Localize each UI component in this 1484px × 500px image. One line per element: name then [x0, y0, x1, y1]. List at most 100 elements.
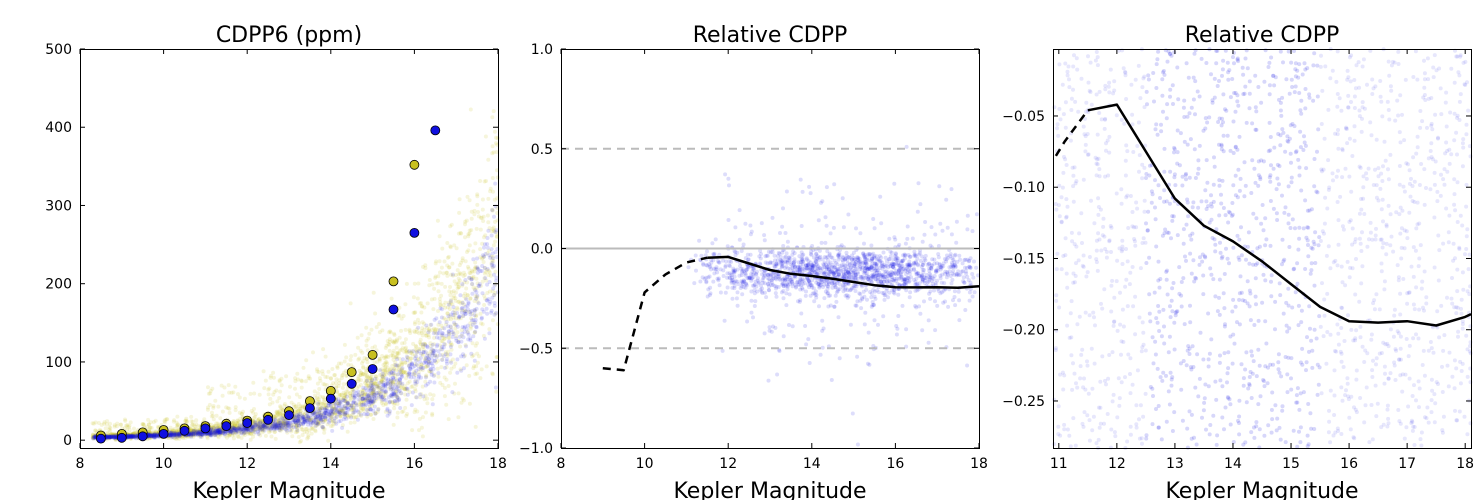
scatter-point: [466, 300, 471, 305]
scatter-point: [251, 420, 256, 425]
scatter-point: [107, 427, 112, 432]
scatter-point: [316, 370, 321, 375]
scatter-point: [106, 433, 111, 438]
scatter-point: [230, 423, 235, 428]
scatter-point: [263, 423, 268, 428]
scatter-point: [418, 359, 423, 364]
scatter-point: [403, 337, 408, 342]
scatter-point: [456, 280, 461, 285]
scatter-point: [411, 349, 416, 354]
scatter-point: [402, 340, 407, 345]
scatter-point: [227, 406, 232, 411]
scatter-point: [344, 399, 349, 404]
scatter-point: [441, 303, 446, 307]
scatter-point: [423, 350, 428, 355]
scatter-point: [485, 245, 490, 250]
scatter-point: [248, 431, 253, 436]
y-tick-label: 300: [45, 198, 72, 214]
scatter-point: [104, 437, 109, 442]
scatter-point: [261, 427, 266, 431]
scatter-point: [475, 202, 480, 207]
scatter-point: [298, 422, 303, 427]
scatter-point: [359, 371, 364, 376]
scatter-point: [494, 310, 499, 315]
scatter-point: [343, 413, 348, 418]
scatter-point: [153, 434, 158, 439]
scatter-point: [415, 296, 420, 301]
scatter-point: [854, 226, 858, 231]
scatter-point: [260, 425, 265, 430]
scatter-point: [171, 431, 176, 436]
scatter-point: [429, 347, 434, 351]
scatter-point: [91, 432, 96, 437]
scatter-point: [466, 234, 471, 239]
scatter-point: [206, 405, 210, 410]
scatter-point: [345, 429, 350, 434]
scatter-point: [229, 390, 234, 395]
scatter-point: [430, 351, 435, 356]
scatter-point: [449, 297, 454, 302]
scatter-point: [421, 353, 425, 358]
scatter-point: [474, 325, 479, 330]
scatter-point: [490, 227, 495, 231]
scatter-point: [337, 378, 342, 383]
scatter-point: [480, 291, 485, 296]
scatter-point: [693, 253, 698, 258]
scatter-point: [208, 388, 213, 393]
scatter-point: [278, 421, 283, 426]
scatter-point: [414, 358, 419, 363]
scatter-point: [363, 372, 368, 377]
scatter-point: [328, 414, 333, 419]
scatter-point: [315, 369, 320, 374]
scatter-point: [214, 413, 219, 418]
scatter-point: [127, 432, 132, 437]
scatter-point: [309, 418, 314, 423]
scatter-point: [463, 222, 467, 227]
scatter-point: [300, 433, 305, 437]
scatter-point: [318, 406, 323, 411]
scatter-point: [467, 231, 472, 236]
scatter-point: [360, 361, 364, 366]
scatter-point: [369, 327, 374, 332]
scatter-point: [872, 318, 877, 323]
scatter-point: [319, 413, 324, 418]
scatter-point: [469, 209, 474, 214]
scatter-point: [410, 428, 415, 433]
scatter-point: [380, 375, 385, 380]
scatter-point: [451, 313, 456, 318]
scatter-point: [462, 310, 467, 315]
scatter-point: [210, 410, 214, 415]
scatter-point: [476, 301, 481, 306]
scatter-point: [458, 272, 463, 277]
scatter-point: [274, 414, 279, 418]
scatter-point: [383, 392, 388, 397]
scatter-point: [373, 374, 378, 379]
scatter-point: [390, 353, 395, 358]
scatter-point: [492, 229, 496, 234]
scatter-point: [105, 434, 110, 439]
scatter-point: [490, 265, 495, 270]
scatter-point: [112, 424, 117, 429]
scatter-point: [345, 413, 350, 418]
scatter-point: [235, 421, 240, 425]
scatter-point: [391, 367, 396, 371]
scatter-point: [361, 364, 366, 369]
scatter-point: [745, 319, 750, 324]
scatter-point: [461, 398, 466, 403]
scatter-point: [259, 424, 264, 429]
scatter-point: [474, 306, 479, 311]
scatter-point: [472, 287, 477, 292]
scatter-point: [492, 197, 497, 202]
scatter-point: [438, 302, 443, 307]
series-0-point: [367, 349, 378, 360]
scatter-point: [366, 406, 371, 411]
scatter-point: [293, 386, 297, 391]
series-0-point: [409, 159, 420, 170]
scatter-point: [348, 396, 353, 401]
scatter-point: [231, 420, 236, 425]
scatter-point: [147, 433, 152, 438]
scatter-point: [928, 289, 933, 294]
scatter-point: [448, 244, 453, 249]
scatter-point: [308, 417, 313, 422]
scatter-point: [460, 282, 465, 287]
